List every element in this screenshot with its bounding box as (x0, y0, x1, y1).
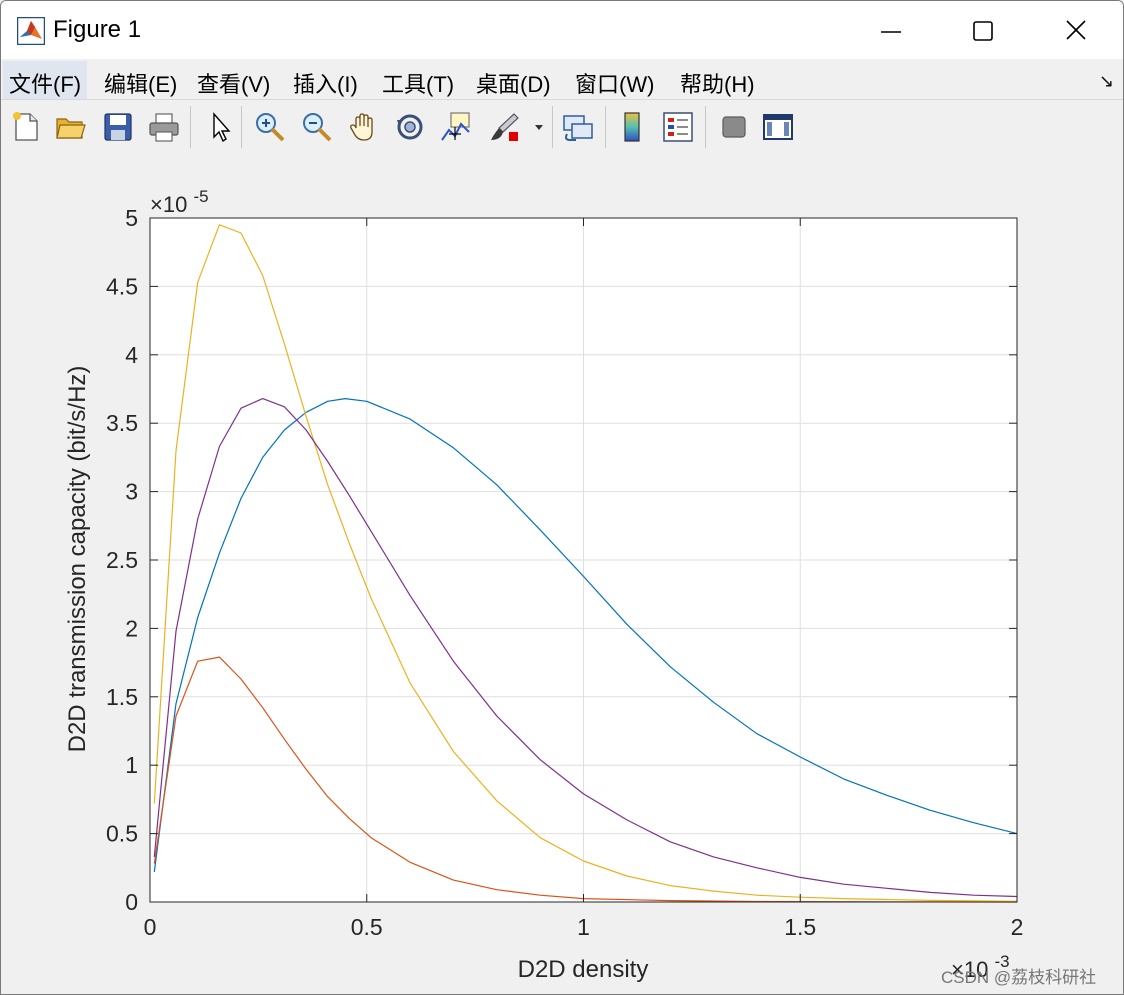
print-icon[interactable] (147, 110, 181, 144)
legend-icon[interactable] (661, 110, 695, 144)
y-exponent-power: -5 (193, 187, 208, 206)
x-tick-label: 0 (144, 914, 157, 940)
y-tick-label: 3 (125, 479, 138, 505)
y-tick-label: 0 (125, 889, 138, 915)
y-tick-label: 4.5 (106, 273, 138, 299)
zoom-out-icon[interactable] (300, 110, 334, 144)
x-tick-label: 0.5 (351, 914, 383, 940)
x-tick-label: 2 (1011, 914, 1024, 940)
series-line-3 (153, 224, 1018, 902)
x-tick-label: 1 (577, 914, 590, 940)
plot-area: 0 0.5 1 1.5 2 0 0.5 1 1.5 2 2.5 3 3.5 4 4.5 5 D2D trans… (1, 154, 1123, 994)
pointer-icon[interactable] (204, 110, 238, 144)
y-tick-label: 1.5 (106, 684, 138, 710)
hide-plot-tools-icon[interactable] (717, 110, 751, 144)
x-tick-label: 1.5 (784, 914, 816, 940)
title-bar: Figure 1 (1, 1, 1123, 59)
menu-bar: 文件(F) 编辑(E) 查看(V) 插入(I) 工具(T) 桌面(D) 窗口(W… (1, 59, 1123, 105)
toolbar-separator (241, 106, 242, 148)
open-folder-icon[interactable] (54, 110, 88, 144)
show-plot-tools-icon[interactable] (761, 110, 795, 144)
x-exponent-power: -3 (994, 952, 1009, 971)
menu-tools[interactable]: 工具(T) (382, 72, 455, 97)
line-chart[interactable]: 0 0.5 1 1.5 2 0 0.5 1 1.5 2 2.5 3 3.5 4 4.5 5 D2D trans… (1, 154, 1123, 994)
menu-view[interactable]: 查看(V) (197, 72, 271, 97)
menu-desktop[interactable]: 桌面(D) (476, 72, 551, 97)
close-button[interactable] (1037, 5, 1117, 55)
y-tick-label: 1 (125, 752, 138, 778)
toolbar-separator (705, 106, 706, 148)
pan-hand-icon[interactable] (347, 110, 381, 144)
figure-toolbar (1, 99, 1123, 155)
watermark: CSDN @荔枝科研社 (941, 968, 1097, 987)
menu-file[interactable]: 文件(F) (3, 61, 88, 105)
link-plot-icon[interactable] (561, 110, 595, 144)
x-exponent-label: ×10 -3 (951, 952, 1010, 982)
y-tick-label: 0.5 (106, 821, 138, 847)
y-tick-label: 3.5 (106, 410, 138, 436)
rotate-3d-icon[interactable] (393, 110, 427, 144)
brush-dropdown-icon[interactable] (529, 110, 549, 144)
maximize-button[interactable] (943, 5, 1023, 55)
y-exponent-label: ×10 -5 (150, 187, 209, 217)
dock-arrow-icon[interactable]: ↘ (1099, 71, 1115, 91)
series-line-1 (153, 398, 1018, 872)
toolbar-separator (605, 106, 606, 148)
series-line-4 (153, 398, 1018, 898)
y-tick-label: 5 (125, 205, 138, 231)
y-tick-label: 2.5 (106, 547, 138, 573)
x-axis-label: D2D density (518, 956, 649, 983)
brush-icon[interactable] (487, 110, 521, 144)
matlab-app-icon (17, 17, 45, 45)
series-line-2 (153, 656, 1018, 903)
y-axis-label: D2D transmission capacity (bit/s/Hz) (64, 366, 91, 753)
menu-window[interactable]: 窗口(W) (575, 72, 655, 97)
data-cursor-icon[interactable] (439, 110, 473, 144)
y-tick-label: 4 (125, 342, 138, 368)
menu-help[interactable]: 帮助(H) (680, 72, 755, 97)
new-figure-icon[interactable] (9, 110, 43, 144)
colorbar-icon[interactable] (615, 110, 649, 144)
toolbar-separator (190, 106, 191, 148)
minimize-button[interactable] (851, 5, 931, 55)
window-title: Figure 1 (53, 16, 142, 43)
y-tick-label: 2 (125, 615, 138, 641)
menu-insert[interactable]: 插入(I) (293, 72, 358, 97)
y-exponent-base: ×10 (150, 192, 187, 217)
x-exponent-base: ×10 (951, 957, 988, 982)
zoom-in-icon[interactable] (253, 110, 287, 144)
toolbar-separator (552, 106, 553, 148)
save-icon[interactable] (101, 110, 135, 144)
menu-edit[interactable]: 编辑(E) (104, 72, 178, 97)
